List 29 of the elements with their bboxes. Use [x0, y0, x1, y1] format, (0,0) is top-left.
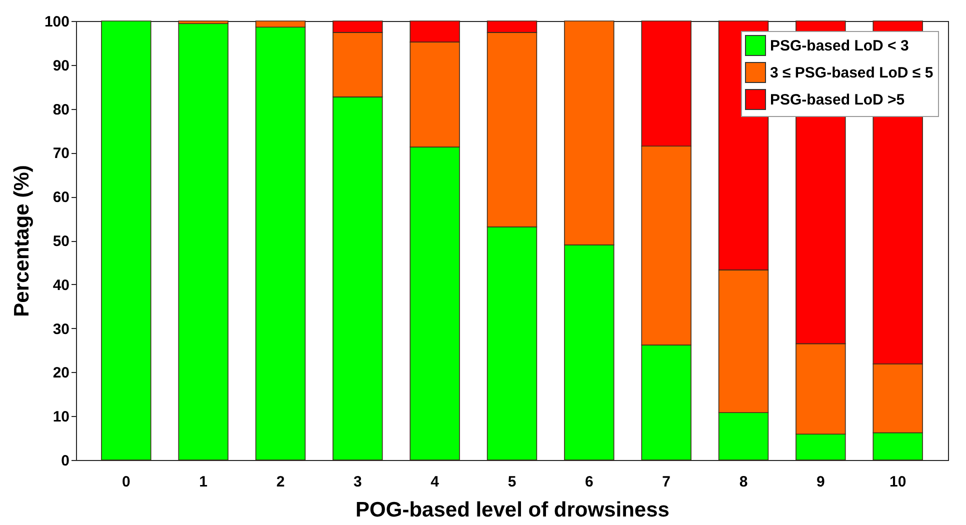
y-tick-label: 70: [52, 145, 70, 162]
x-tick-label: 8: [739, 474, 748, 490]
x-tick-label: 5: [508, 474, 516, 490]
y-tick-label: 100: [44, 14, 70, 30]
y-tick-label: 80: [52, 101, 70, 118]
y-tick-label: 0: [61, 452, 70, 470]
x-tick-label: 1: [199, 474, 208, 490]
x-tick-label: 6: [584, 474, 594, 490]
y-tick-label: 20: [52, 364, 70, 382]
legend-label: PSG-based LoD < 3: [770, 38, 909, 54]
legend-label: PSG-based LoD >5: [770, 92, 905, 108]
y-axis-title: Percentage (%): [10, 165, 34, 317]
y-tick-label: 50: [52, 233, 70, 250]
x-tick-label: 3: [353, 474, 362, 490]
x-tick-label: 9: [816, 474, 825, 490]
bar: [178, 23, 228, 460]
y-tick-label: 90: [52, 57, 70, 74]
y-tick-label: 60: [52, 189, 70, 206]
x-tick-label: 4: [430, 474, 440, 490]
y-tick-label: 30: [52, 320, 70, 338]
y-tick-label: 40: [52, 276, 70, 294]
x-tick-label: 7: [662, 474, 671, 490]
bar: [101, 20, 152, 460]
x-tick-label: 10: [889, 474, 906, 490]
y-tick-label: 10: [52, 408, 70, 426]
x-tick-label: 2: [276, 474, 285, 490]
x-tick-label: 0: [122, 474, 130, 490]
x-axis-title: POG-based level of drowsiness: [356, 498, 670, 522]
legend-label: 3 ≤ PSG-based LoD ≤ 5: [770, 64, 934, 82]
